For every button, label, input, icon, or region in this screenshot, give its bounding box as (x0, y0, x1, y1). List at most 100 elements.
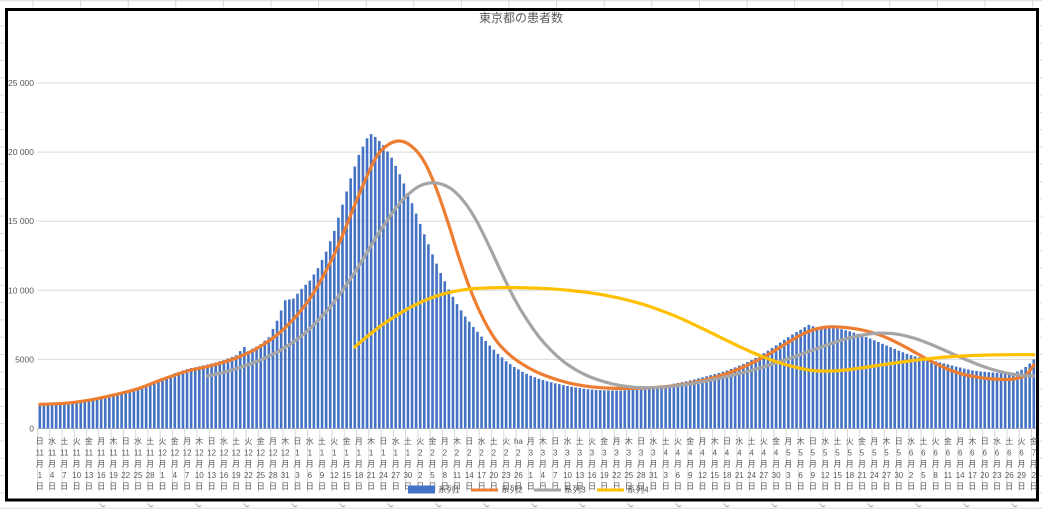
bar[interactable] (1012, 372, 1015, 429)
bar[interactable] (860, 335, 864, 429)
bar[interactable] (999, 373, 1003, 429)
bar[interactable] (79, 401, 83, 429)
bar[interactable] (787, 337, 790, 429)
bar[interactable] (635, 389, 639, 429)
bar[interactable] (983, 371, 987, 429)
bar[interactable] (688, 380, 692, 429)
bar[interactable] (594, 389, 598, 429)
bar[interactable] (692, 379, 696, 429)
bar[interactable] (737, 365, 741, 429)
legend-item-系列2[interactable]: 系列2 (471, 485, 523, 495)
bar[interactable] (938, 362, 942, 429)
bar[interactable] (394, 165, 397, 429)
bar[interactable] (443, 281, 447, 429)
bar[interactable] (496, 353, 500, 429)
bar[interactable] (627, 390, 631, 429)
bar[interactable] (889, 347, 892, 429)
bar[interactable] (807, 324, 811, 429)
bar[interactable] (909, 355, 913, 429)
bar[interactable] (631, 389, 635, 429)
bar[interactable] (991, 372, 995, 429)
bar[interactable] (799, 329, 802, 429)
bar[interactable] (619, 390, 622, 429)
bar[interactable] (386, 151, 389, 429)
bar[interactable] (308, 280, 312, 429)
bar[interactable] (173, 373, 177, 429)
legend-item-系列3[interactable]: 系列3 (534, 485, 586, 495)
bar[interactable] (189, 368, 193, 429)
bar[interactable] (435, 263, 438, 429)
bar[interactable] (259, 344, 262, 429)
bar[interactable] (140, 386, 144, 429)
bar[interactable] (369, 134, 373, 429)
bar[interactable] (271, 329, 275, 429)
bar[interactable] (513, 367, 516, 429)
bar[interactable] (42, 404, 46, 429)
bar[interactable] (590, 389, 594, 429)
bar[interactable] (1016, 371, 1019, 429)
bar[interactable] (46, 404, 50, 429)
bar[interactable] (116, 393, 119, 429)
bar[interactable] (54, 404, 58, 429)
bar[interactable] (586, 389, 590, 429)
bar[interactable] (181, 370, 185, 429)
bar[interactable] (476, 331, 479, 429)
bar[interactable] (108, 395, 111, 429)
bar[interactable] (251, 348, 254, 429)
bar[interactable] (664, 385, 667, 429)
bar[interactable] (275, 320, 279, 429)
bar[interactable] (766, 350, 770, 429)
bar[interactable] (480, 336, 483, 429)
bar[interactable] (868, 338, 872, 429)
bar[interactable] (238, 351, 242, 429)
bar[interactable] (345, 191, 348, 429)
bar[interactable] (427, 244, 430, 429)
bar[interactable] (136, 387, 140, 429)
bar[interactable] (337, 217, 340, 429)
bar[interactable] (1024, 367, 1027, 429)
bar[interactable] (222, 360, 226, 429)
bar[interactable] (234, 355, 238, 429)
bar[interactable] (574, 387, 577, 429)
bar[interactable] (987, 372, 991, 429)
bar[interactable] (823, 328, 827, 429)
bar[interactable] (930, 360, 933, 429)
bar[interactable] (615, 390, 618, 429)
legend-item-系列4[interactable]: 系列4 (597, 485, 649, 495)
bar[interactable] (607, 390, 610, 429)
bar[interactable] (218, 361, 222, 429)
bar[interactable] (504, 361, 508, 429)
bar[interactable] (83, 400, 87, 429)
bar[interactable] (353, 166, 357, 429)
bar[interactable] (545, 381, 549, 429)
bar[interactable] (684, 381, 688, 429)
bar[interactable] (562, 385, 565, 429)
bar[interactable] (361, 146, 365, 429)
bar[interactable] (91, 399, 95, 429)
bar[interactable] (971, 370, 974, 429)
bar[interactable] (709, 375, 712, 429)
bar[interactable] (124, 391, 127, 429)
legend-item-系列1[interactable]: 系列1 (408, 485, 460, 495)
bar[interactable] (226, 358, 230, 429)
bar[interactable] (975, 371, 978, 429)
bar[interactable] (701, 377, 704, 429)
bar[interactable] (954, 366, 958, 429)
bar[interactable] (815, 328, 819, 429)
bar[interactable] (848, 331, 852, 429)
bar[interactable] (566, 385, 569, 429)
bar[interactable] (713, 374, 717, 429)
bar[interactable] (414, 213, 418, 429)
bar[interactable] (455, 304, 459, 429)
bar[interactable] (357, 154, 361, 429)
bar[interactable] (705, 376, 708, 429)
bar[interactable] (733, 367, 737, 429)
bar[interactable] (324, 251, 328, 429)
bar[interactable] (341, 204, 344, 429)
bar[interactable] (333, 230, 336, 429)
bar[interactable] (279, 310, 283, 429)
bar[interactable] (668, 384, 672, 429)
bar[interactable] (897, 350, 901, 429)
bar[interactable] (120, 392, 123, 429)
